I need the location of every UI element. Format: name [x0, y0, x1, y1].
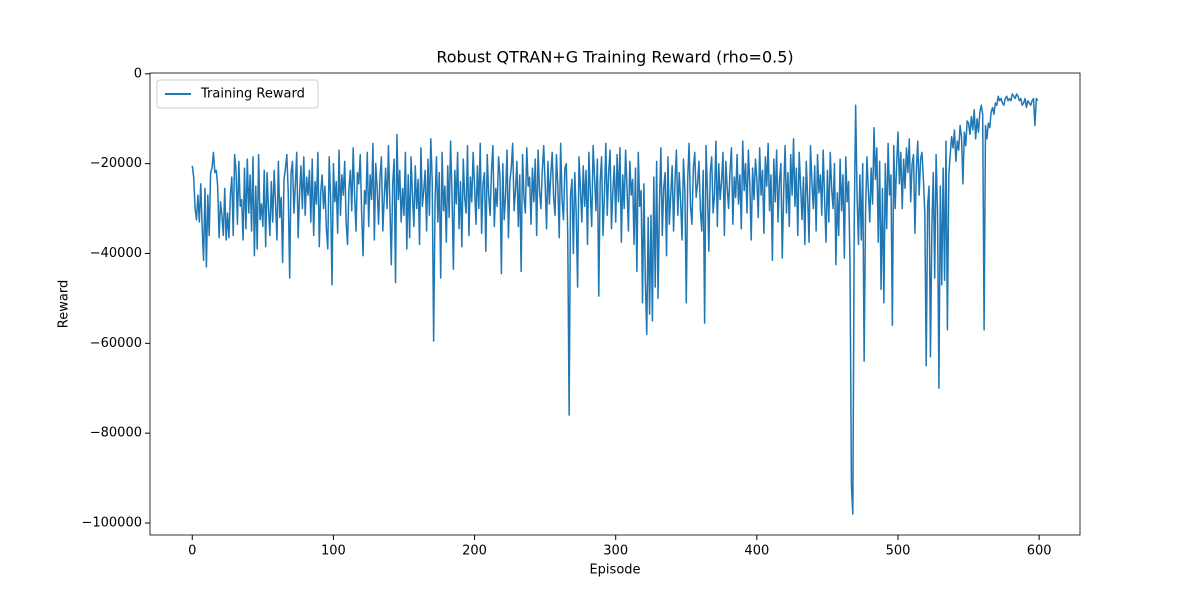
x-tick-label: 500 [886, 544, 911, 559]
y-tick-label: −20000 [90, 156, 142, 171]
x-tick-label: 100 [321, 544, 346, 559]
y-tick-label: −100000 [81, 515, 142, 530]
y-tick-label: −60000 [90, 336, 142, 351]
y-axis-label: Reward [57, 280, 72, 328]
y-tick-label: 0 [134, 66, 142, 81]
x-tick-label: 0 [188, 544, 196, 559]
legend-box [156, 79, 319, 109]
x-axis-label: Episode [589, 563, 640, 578]
chart-title: Robust QTRAN+G Training Reward (rho=0.5) [436, 48, 793, 67]
plot-frame [149, 72, 1081, 536]
data-line [191, 93, 1039, 515]
y-tick-label: −80000 [90, 426, 142, 441]
legend-label: Training Reward [200, 87, 305, 102]
x-tick-label: 200 [462, 544, 487, 559]
x-tick-label: 300 [603, 544, 628, 559]
x-tick-label: 600 [1027, 544, 1052, 559]
x-tick-label: 400 [744, 544, 769, 559]
y-tick-label: −40000 [90, 246, 142, 261]
